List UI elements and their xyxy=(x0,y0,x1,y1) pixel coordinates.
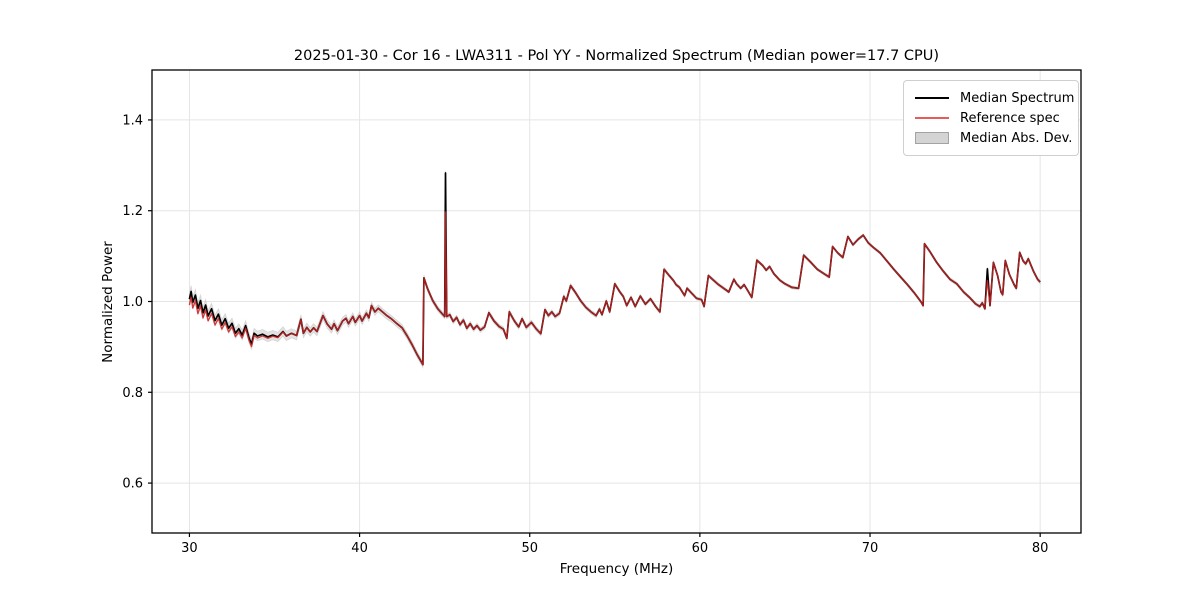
x-axis-label: Frequency (MHz) xyxy=(559,561,674,577)
chart-title: 2025-01-30 - Cor 16 - LWA311 - Pol YY - … xyxy=(293,48,940,64)
x-tick-label: 70 xyxy=(862,541,879,556)
legend: Median Spectrum Reference spec Median Ab… xyxy=(903,80,1079,156)
x-tick-label: 50 xyxy=(521,541,538,556)
legend-label: Median Abs. Dev. xyxy=(960,130,1073,146)
x-tick-label: 30 xyxy=(181,541,198,556)
y-tick-label: 0.6 xyxy=(122,477,143,492)
y-axis-label: Normalized Power xyxy=(100,241,116,363)
legend-label: Median Spectrum xyxy=(960,90,1075,106)
x-tick-label: 80 xyxy=(1032,541,1049,556)
legend-item-reference-spec: Reference spec xyxy=(915,108,1068,128)
mad-band-swatch-icon xyxy=(915,132,949,144)
y-tick-label: 1.4 xyxy=(122,113,143,128)
x-tick-label: 60 xyxy=(692,541,709,556)
y-tick-label: 1.2 xyxy=(122,204,143,219)
y-tick-label: 1.0 xyxy=(122,295,143,310)
y-tick-label: 0.8 xyxy=(122,386,143,401)
legend-label: Reference spec xyxy=(960,110,1060,126)
reference-spec-line xyxy=(188,211,1041,366)
mad-band xyxy=(188,170,1041,369)
reference-line-swatch-icon xyxy=(915,117,949,119)
median-line-swatch-icon xyxy=(915,97,949,99)
x-tick-label: 40 xyxy=(351,541,368,556)
legend-item-median-abs-dev: Median Abs. Dev. xyxy=(915,128,1072,148)
legend-item-median-spectrum: Median Spectrum xyxy=(915,88,1074,108)
